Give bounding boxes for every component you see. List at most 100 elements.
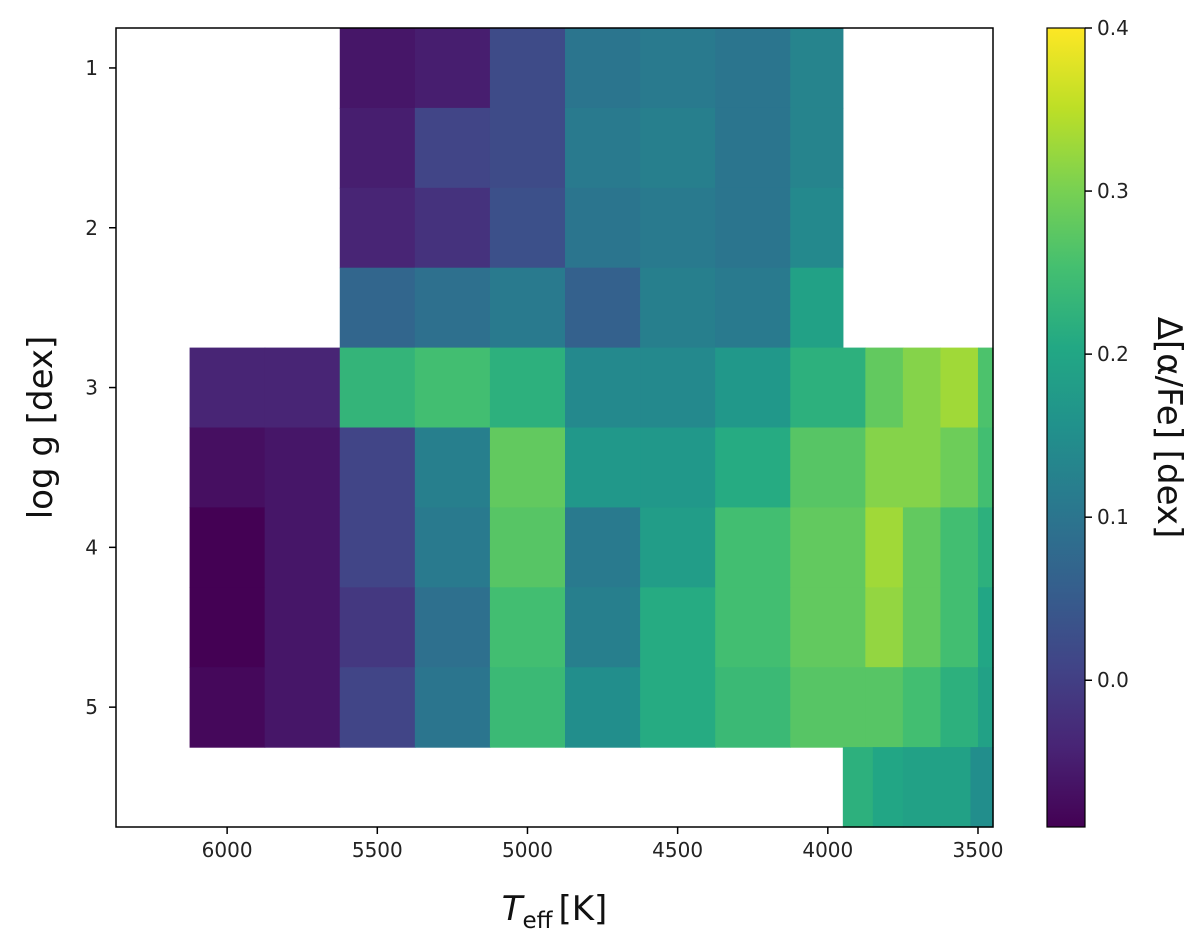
heatmap-cell <box>414 187 491 269</box>
heatmap-cell <box>715 267 791 349</box>
heatmap-cell <box>414 667 491 748</box>
heatmap-cell <box>640 427 716 508</box>
heatmap-cell <box>977 507 994 588</box>
colorbar-tick-label: 0.3 <box>1097 179 1129 203</box>
heatmap-cell <box>865 427 904 508</box>
heatmap-cell <box>715 507 791 588</box>
heatmap-cell <box>640 667 716 748</box>
heatmap-cell <box>977 587 994 668</box>
x-axis-ticks: 6000 5500 5000 4500 4000 3500 <box>202 827 1004 862</box>
heatmap-cell <box>489 507 566 588</box>
heatmap-cell <box>189 427 266 508</box>
heatmap-cell <box>715 187 791 269</box>
heatmap-cell <box>339 28 416 109</box>
x-tick-label: 4000 <box>802 838 853 862</box>
heatmap-cell <box>489 107 566 189</box>
heatmap-cell <box>715 587 791 668</box>
heatmap-cell <box>790 28 844 109</box>
heatmap-cell <box>640 587 716 668</box>
colorbar-tick-label: 0.2 <box>1097 342 1129 366</box>
heatmap-cell <box>339 187 416 269</box>
x-tick-label: 6000 <box>202 838 253 862</box>
heatmap-cell <box>790 587 866 668</box>
heatmap-cell <box>940 587 979 668</box>
heatmap-cell <box>640 347 716 429</box>
heatmap-cell <box>902 347 942 429</box>
heatmap-cell <box>940 667 979 748</box>
plot-frame <box>115 27 994 828</box>
heatmap-cell <box>940 347 979 429</box>
heatmap-cell <box>842 747 874 828</box>
heatmap-cell <box>414 347 491 429</box>
heatmap-cell <box>414 427 491 508</box>
heatmap-cell <box>489 347 566 429</box>
heatmap-cell <box>339 587 416 668</box>
heatmap-cell <box>489 587 566 668</box>
heatmap-cell <box>414 107 491 189</box>
heatmap-cell <box>565 347 641 429</box>
heatmap-cell <box>790 667 866 748</box>
heatmap-cell <box>715 107 791 189</box>
heatmap-cell <box>414 507 491 588</box>
heatmap-cell <box>977 427 994 508</box>
heatmap-cell <box>970 747 994 828</box>
heatmap-cell <box>339 347 416 429</box>
heatmap-cell <box>489 267 566 349</box>
heatmap-cell <box>565 427 641 508</box>
colorbar-label: Δ[α/Fe] [dex] <box>1149 317 1189 539</box>
heatmap-cell <box>489 28 566 109</box>
heatmap-cell <box>977 667 994 748</box>
heatmap-cell <box>414 267 491 349</box>
y-tick-label: 1 <box>85 56 98 80</box>
y-tick-label: 4 <box>85 535 98 559</box>
heatmap-cell <box>339 667 416 748</box>
heatmap-cell <box>902 667 942 748</box>
x-tick-label: 3500 <box>953 838 1004 862</box>
colorbar <box>1046 27 1086 828</box>
x-axis-label-unit: [K] <box>558 889 607 929</box>
y-axis-ticks: 1 2 3 4 5 <box>85 56 116 719</box>
heatmap-cell <box>565 28 641 109</box>
x-tick-label: 5000 <box>502 838 553 862</box>
heatmap-cell <box>715 427 791 508</box>
y-tick-label: 5 <box>85 695 98 719</box>
heatmap-cell <box>489 667 566 748</box>
heatmap-cell <box>865 667 904 748</box>
heatmap-cell <box>865 347 904 429</box>
heatmap-cell <box>902 587 942 668</box>
heatmap-cell <box>264 427 341 508</box>
heatmap-cell <box>902 747 942 828</box>
heatmap-cell <box>414 587 491 668</box>
heatmap-cell <box>640 507 716 588</box>
heatmap-cell <box>264 667 341 748</box>
heatmap-cell <box>565 667 641 748</box>
y-axis-label: log g [dex] <box>21 336 61 520</box>
colorbar-tick-label: 0.0 <box>1097 668 1129 692</box>
heatmap-cell <box>339 507 416 588</box>
heatmap-cell <box>339 427 416 508</box>
y-tick-label: 2 <box>85 216 98 240</box>
heatmap-cell <box>902 427 942 508</box>
heatmap-cell <box>189 507 266 588</box>
heatmap-cell <box>790 507 866 588</box>
heatmap-cell <box>790 107 844 189</box>
heatmap-cell <box>640 28 716 109</box>
heatmap-cell <box>565 267 641 349</box>
x-tick-label: 5500 <box>352 838 403 862</box>
heatmap-cell <box>715 667 791 748</box>
heatmap-cell <box>715 347 791 429</box>
heatmap-cell <box>640 267 716 349</box>
y-tick-label: 3 <box>85 376 98 400</box>
heatmap-cell <box>865 507 904 588</box>
heatmap-cell <box>940 507 979 588</box>
x-axis-label-main: T <box>502 889 525 929</box>
heatmap-cell <box>264 347 341 429</box>
heatmap-cell <box>790 267 844 349</box>
heatmap-cell <box>940 427 979 508</box>
heatmap-cell <box>339 107 416 189</box>
heatmap-cell <box>640 107 716 189</box>
colorbar-tick-label: 0.1 <box>1097 505 1129 529</box>
colorbar-tick-label: 0.4 <box>1097 16 1129 40</box>
heatmap-cell <box>865 587 904 668</box>
